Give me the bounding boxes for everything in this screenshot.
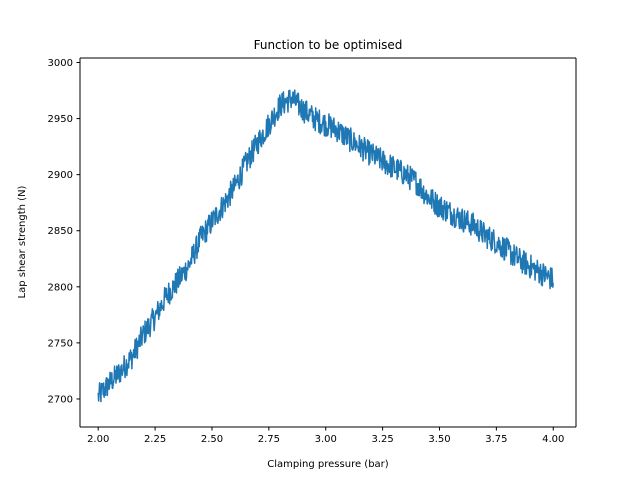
- y-tick-label: 2900: [48, 170, 73, 181]
- chart-title: Function to be optimised: [254, 38, 403, 52]
- x-tick-label: 3.00: [315, 434, 337, 445]
- x-tick-label: 2.00: [87, 434, 109, 445]
- y-tick-label: 2700: [48, 394, 73, 405]
- y-tick-label: 2800: [48, 282, 73, 293]
- x-tick-label: 3.75: [485, 434, 507, 445]
- axes-frame: [79, 57, 577, 428]
- series-layer: [97, 89, 554, 403]
- x-tick-label: 3.25: [371, 434, 393, 445]
- y-tick-label: 2850: [48, 226, 73, 237]
- x-tick-label: 4.00: [542, 434, 564, 445]
- x-axis-ticks: 2.00 2.25 2.50 2.75 3.00 3.25 3.50 3.75 4.00: [87, 427, 564, 445]
- y-tick-label: 3000: [48, 58, 73, 69]
- x-axis-label: Clamping pressure (bar): [267, 459, 388, 470]
- plot-area: [80, 58, 576, 427]
- series-line: [97, 89, 554, 403]
- x-tick-label: 3.50: [428, 434, 450, 445]
- x-tick-label: 2.25: [144, 434, 166, 445]
- y-tick-label: 2750: [48, 338, 73, 349]
- y-axis-ticks: 2700 2750 2800 2850 2900 2950 3000: [48, 58, 80, 405]
- y-axis-label: Lap shear strength (N): [17, 185, 28, 298]
- x-tick-label: 2.50: [201, 434, 223, 445]
- x-tick-label: 2.75: [258, 434, 280, 445]
- y-tick-label: 2950: [48, 114, 73, 125]
